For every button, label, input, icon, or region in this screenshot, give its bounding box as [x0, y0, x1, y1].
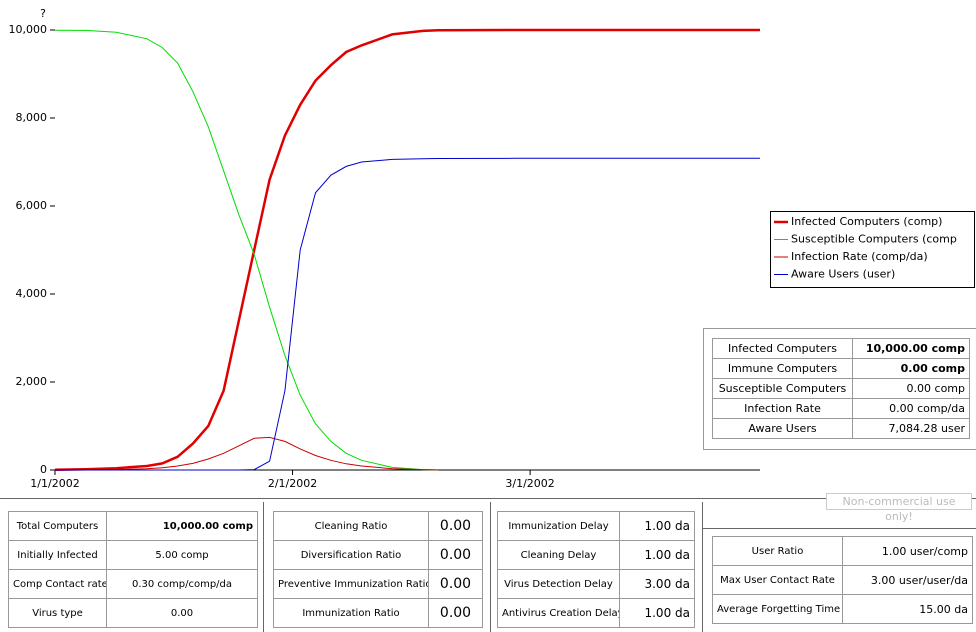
parameter-table: Total Computers 10,000.00 comp Initially I… — [8, 511, 258, 628]
table-row: Preventive Immunization Ratio 0.00 — [273, 569, 483, 599]
series-line — [54, 29, 439, 471]
param-label: Infection Rate — [712, 398, 853, 419]
param-value: 0.00 — [428, 511, 483, 541]
table-row: Cleaning Delay 1.00 da — [497, 540, 695, 570]
legend-label: Aware Users (user) — [791, 268, 895, 281]
y-tick-label: 8,000 — [16, 111, 48, 124]
param-value: 0.00 — [428, 598, 483, 628]
separator — [490, 502, 491, 632]
param-value: 10,000.00 comp — [106, 511, 258, 541]
table-row: Virus Detection Delay 3.00 da — [497, 569, 695, 599]
x-tick-label: 1/1/2002 — [30, 477, 79, 490]
table-row: Cleaning Ratio 0.00 — [273, 511, 483, 541]
y-axis-label: ? — [40, 7, 46, 20]
param-label: Cleaning Delay — [497, 540, 620, 570]
param-label: User Ratio — [712, 536, 843, 566]
param-value: 0.00 comp — [852, 378, 970, 399]
separator — [263, 502, 264, 632]
param-value: 7,084.28 user — [852, 418, 970, 439]
param-label: Aware Users — [712, 418, 853, 439]
param-value: 0.00 — [106, 598, 258, 628]
param-label: Infected Computers — [712, 338, 853, 359]
table-row: Immune Computers 0.00 comp — [712, 358, 970, 379]
parameter-table: Immunization Delay 1.00 da Cleaning Delay 1… — [497, 511, 695, 628]
table-row: Total Computers 10,000.00 comp — [8, 511, 258, 541]
series-line — [54, 28, 760, 472]
table-row: Susceptible Computers 0.00 comp — [712, 378, 970, 399]
series-line — [55, 157, 760, 471]
param-label: Average Forgetting Time — [712, 594, 843, 624]
param-label: Cleaning Ratio — [273, 511, 429, 541]
param-label: Virus Detection Delay — [497, 569, 620, 599]
param-label: Total Computers — [8, 511, 107, 541]
param-value: 1.00 da — [619, 598, 695, 628]
separator — [702, 502, 703, 632]
x-tick-label: 2/1/2002 — [268, 477, 317, 490]
param-label: Initially Infected — [8, 540, 107, 570]
table-row: Infected Computers 10,000.00 comp — [712, 338, 970, 359]
param-value: 1.00 da — [619, 540, 695, 570]
table-row: Initially Infected 5.00 comp — [8, 540, 258, 570]
table-row: Immunization Ratio 0.00 — [273, 598, 483, 628]
param-label: Max User Contact Rate — [712, 565, 843, 595]
parameter-table: Cleaning Ratio 0.00 Diversification Ratio 0… — [273, 511, 483, 628]
table-row: Virus type 0.00 — [8, 598, 258, 628]
param-value: 15.00 da — [842, 594, 973, 624]
table-row: Immunization Delay 1.00 da — [497, 511, 695, 541]
param-label: Susceptible Computers — [712, 378, 853, 399]
separator — [702, 528, 976, 529]
param-value: 0.00 comp/da — [852, 398, 970, 419]
param-value: 5.00 comp — [106, 540, 258, 570]
param-value: 0.00 comp — [852, 358, 970, 379]
param-value: 10,000.00 comp — [852, 338, 970, 359]
separator — [0, 498, 826, 499]
y-tick-label: 4,000 — [16, 287, 48, 300]
param-value: 3.00 user/user/da — [842, 565, 973, 595]
param-value: 1.00 da — [619, 511, 695, 541]
chart: ? 0 2,000 4,000 6,000 8,000 10,000 1/1/2002 2/1… — [9, 7, 975, 490]
legend-label: Infected Computers (comp) — [791, 215, 942, 228]
separator — [971, 498, 976, 499]
param-label: Virus type — [8, 598, 107, 628]
series-line — [54, 436, 439, 471]
parameter-table: User Ratio 1.00 user/comp Max User Contact… — [712, 536, 973, 624]
param-label: Preventive Immunization Ratio — [273, 569, 429, 599]
y-tick-label: 6,000 — [16, 199, 48, 212]
legend-label: Infection Rate (comp/da) — [791, 250, 928, 263]
legend-label: Susceptible Computers (comp — [791, 233, 957, 246]
y-tick-label: 10,000 — [9, 23, 48, 36]
param-value: 3.00 da — [619, 569, 695, 599]
y-tick-label: 0 — [40, 463, 47, 476]
table-row: Antivirus Creation Delay 1.00 da — [497, 598, 695, 628]
table-row: Comp Contact rate 0.30 comp/comp/da — [8, 569, 258, 599]
table-row: Average Forgetting Time 15.00 da — [712, 594, 973, 624]
param-value: 0.30 comp/comp/da — [106, 569, 258, 599]
legend-box — [770, 211, 975, 288]
param-label: Antivirus Creation Delay — [497, 598, 620, 628]
x-tick-label: 3/1/2002 — [505, 477, 554, 490]
status-frame — [703, 328, 976, 450]
param-label: Diversification Ratio — [273, 540, 429, 570]
y-tick-label: 2,000 — [16, 375, 48, 388]
param-value: 1.00 user/comp — [842, 536, 973, 566]
param-label: Comp Contact rate — [8, 569, 107, 599]
param-label: Immune Computers — [712, 358, 853, 379]
param-label: Immunization Ratio — [273, 598, 429, 628]
param-label: Immunization Delay — [497, 511, 620, 541]
table-row: Infection Rate 0.00 comp/da — [712, 398, 970, 419]
table-row: User Ratio 1.00 user/comp — [712, 536, 973, 566]
param-value: 0.00 — [428, 569, 483, 599]
table-row: Diversification Ratio 0.00 — [273, 540, 483, 570]
param-value: 0.00 — [428, 540, 483, 570]
status-table: Infected Computers 10,000.00 comp Immune C… — [712, 338, 970, 439]
watermark: Non-commercial use only! — [826, 493, 972, 523]
table-row: Max User Contact Rate 3.00 user/user/da — [712, 565, 973, 595]
table-row: Aware Users 7,084.28 user — [712, 418, 970, 439]
